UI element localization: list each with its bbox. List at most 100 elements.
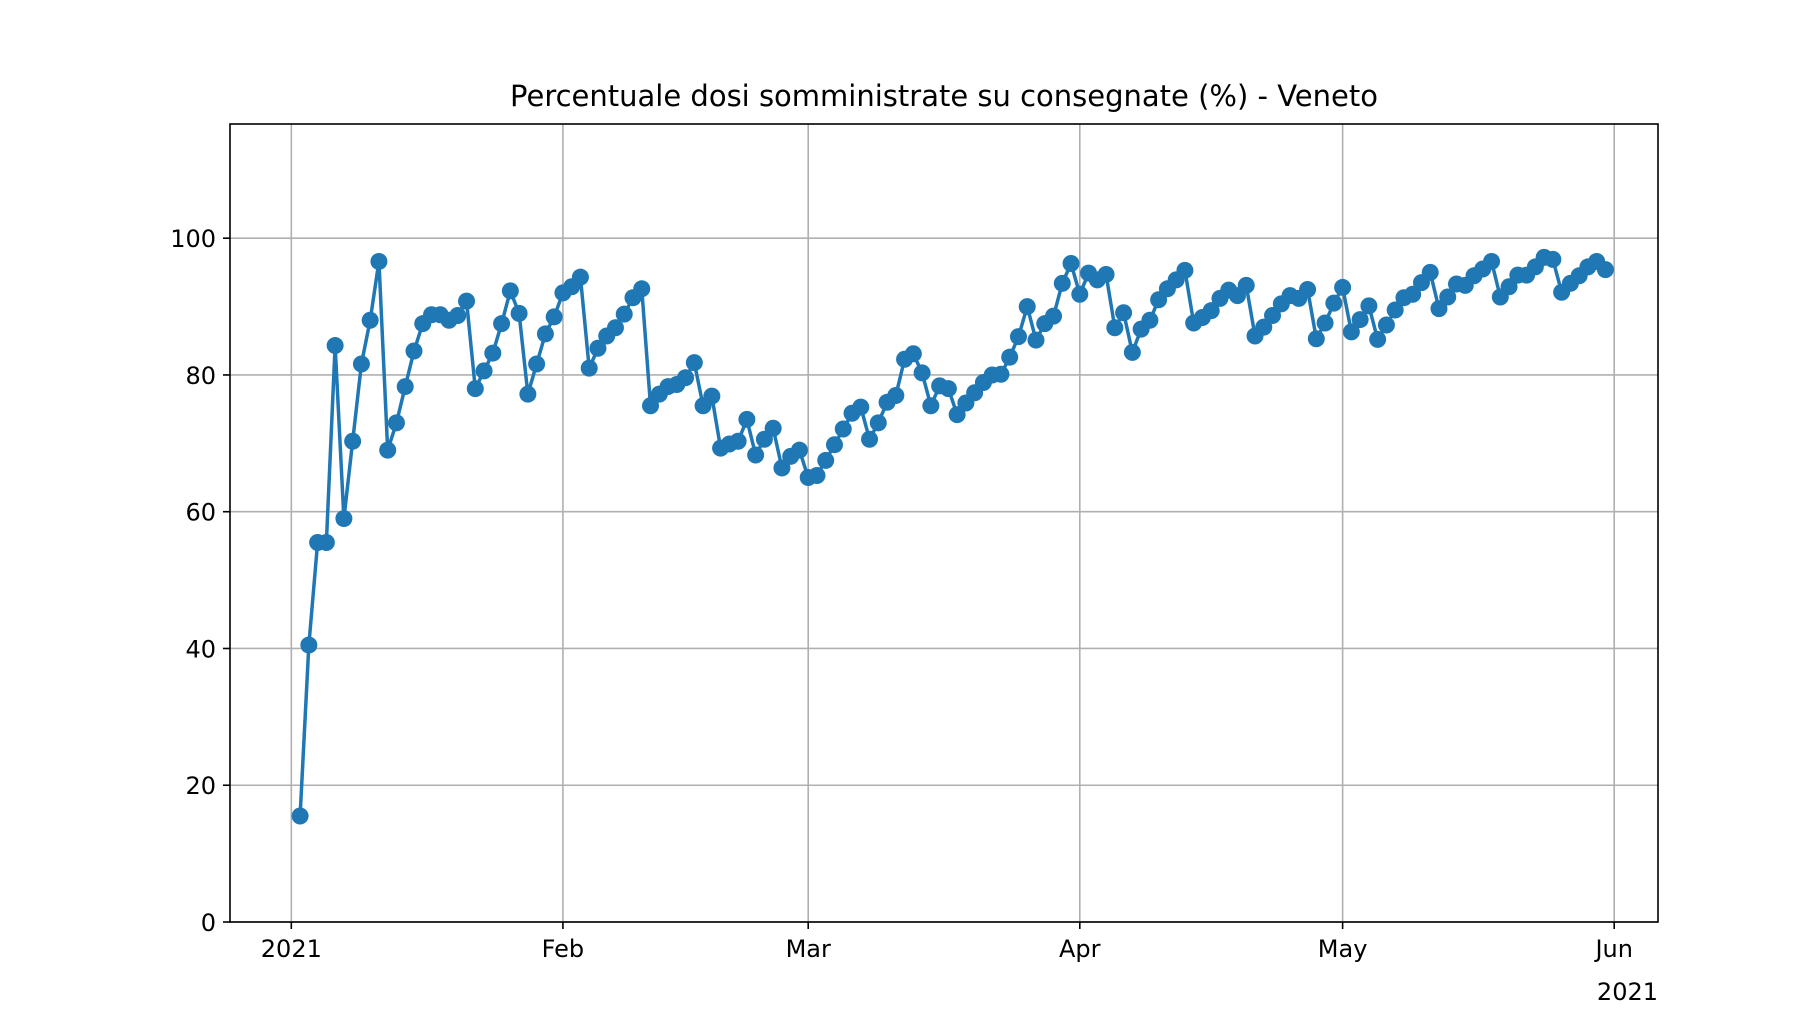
data-point <box>1018 298 1036 316</box>
data-point <box>484 344 502 362</box>
data-point <box>615 305 633 323</box>
data-point <box>466 380 484 398</box>
data-point <box>300 636 318 654</box>
data-point <box>904 345 922 363</box>
data-point <box>939 380 957 398</box>
data-point <box>335 510 353 528</box>
data-point <box>361 311 379 329</box>
data-point <box>519 385 537 403</box>
y-tick-label: 60 <box>185 499 216 527</box>
data-point <box>1325 294 1343 312</box>
data-point <box>1176 261 1194 279</box>
data-point <box>913 364 931 382</box>
data-point <box>1421 263 1439 281</box>
data-point <box>861 430 879 448</box>
data-point <box>1009 328 1027 346</box>
data-point <box>922 397 940 415</box>
data-point <box>370 252 388 270</box>
data-point <box>1439 288 1457 306</box>
data-point <box>475 362 493 380</box>
data-point <box>1097 265 1115 283</box>
data-point <box>852 398 870 416</box>
data-point <box>685 354 703 372</box>
data-point <box>773 459 791 477</box>
data-point <box>501 282 519 300</box>
plot-frame <box>229 123 1659 923</box>
data-point <box>580 359 598 377</box>
data-point <box>834 420 852 438</box>
data-point <box>317 533 335 551</box>
tick-layer: 0 20 40 60 80 100 2021 Feb Mar Apr May Jun <box>170 225 1633 963</box>
data-point <box>571 268 589 286</box>
data-point <box>869 414 887 432</box>
data-point <box>1377 316 1395 334</box>
data-point <box>1544 250 1562 268</box>
data-point <box>387 414 405 432</box>
x-tick-label: Jun <box>1593 935 1633 963</box>
data-point <box>1500 278 1518 296</box>
x-tick-label: May <box>1318 935 1368 963</box>
data-point <box>326 337 344 355</box>
data-point <box>1202 302 1220 320</box>
data-point <box>825 436 843 454</box>
data-point <box>1053 274 1071 292</box>
data-point <box>1307 330 1325 348</box>
x-tick-label: Feb <box>542 935 585 963</box>
data-point <box>1115 304 1133 322</box>
data-point <box>817 451 835 469</box>
data-point <box>1027 331 1045 349</box>
data-point <box>642 397 660 415</box>
data-point <box>449 306 467 324</box>
data-point <box>528 355 546 373</box>
y-tick-label: 100 <box>170 225 216 253</box>
data-point <box>1264 306 1282 324</box>
y-tick-label: 0 <box>201 909 216 937</box>
data-point <box>396 378 414 396</box>
data-point <box>1071 285 1089 303</box>
data-point <box>493 315 511 333</box>
data-point <box>291 807 309 825</box>
data-point <box>405 342 423 360</box>
y-tick-label: 20 <box>185 772 216 800</box>
data-point <box>747 446 765 464</box>
data-point <box>1123 343 1141 361</box>
data-point <box>1001 348 1019 366</box>
data-point <box>545 308 563 326</box>
data-point <box>808 466 826 484</box>
data-point <box>1062 255 1080 272</box>
data-point <box>1237 276 1255 294</box>
data-point <box>1255 318 1273 336</box>
data-point <box>1386 301 1404 319</box>
data-point <box>1483 252 1501 270</box>
data-point <box>1360 297 1378 315</box>
data-point <box>1141 311 1159 329</box>
grid-layer <box>230 124 1658 923</box>
data-point <box>703 387 721 405</box>
data-point <box>1430 300 1448 318</box>
data-point <box>1316 314 1334 332</box>
data-point <box>1351 311 1369 329</box>
data-point <box>1106 319 1124 337</box>
data-point <box>992 365 1010 383</box>
data-point <box>764 419 782 437</box>
data-point <box>458 292 476 310</box>
x-tick-label: Apr <box>1059 935 1101 963</box>
data-point <box>352 355 370 373</box>
data-point <box>633 280 651 298</box>
x-tick-label: 2021 <box>261 935 322 963</box>
data-point <box>738 410 756 428</box>
chart-title: Percentuale dosi somministrate su conseg… <box>510 79 1378 113</box>
x-axis-offset-label: 2021 <box>1597 978 1658 1006</box>
data-point <box>729 432 747 450</box>
data-point <box>379 441 397 459</box>
data-point <box>606 319 624 337</box>
data-point <box>887 386 905 404</box>
data-point <box>1045 307 1063 325</box>
series-layer <box>291 248 1614 825</box>
x-tick-label: Mar <box>786 935 831 963</box>
data-point <box>1596 261 1614 279</box>
data-point <box>948 406 966 424</box>
data-point <box>344 432 362 450</box>
